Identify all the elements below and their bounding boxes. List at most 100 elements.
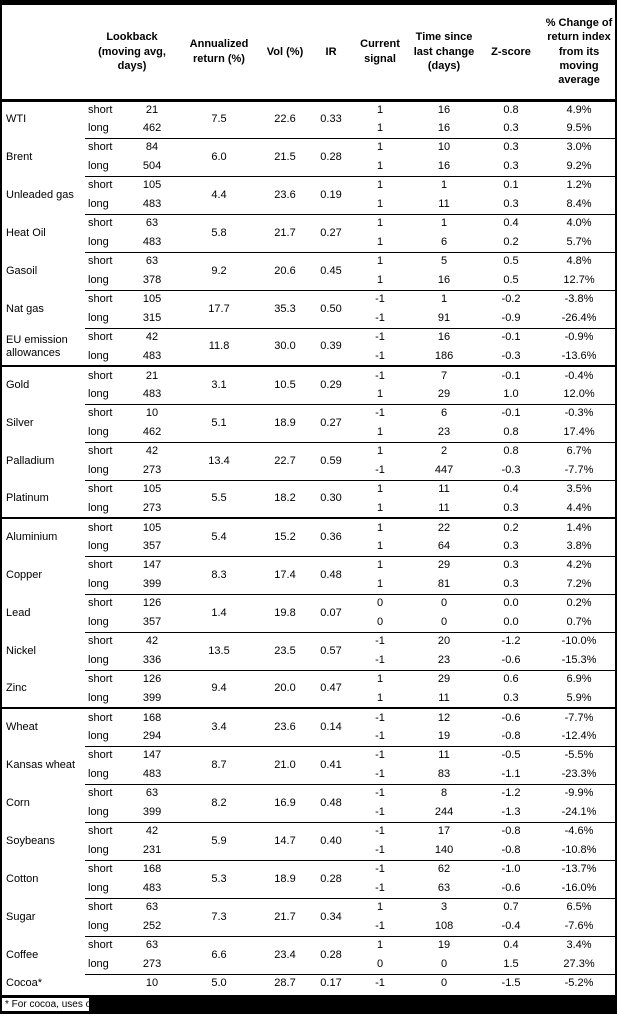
time-since-value: 140 xyxy=(434,843,454,856)
annualized-return-value: 7.3 xyxy=(179,897,260,936)
pct-change-value: -7.7% xyxy=(564,463,594,476)
time-since-value: 23 xyxy=(437,653,451,666)
table-row: long 231 -1 140 -0.8 -10.8% xyxy=(2,841,615,860)
annualized-return-value: 8.2 xyxy=(179,783,260,822)
time-since-value: 11 xyxy=(438,197,450,210)
current-signal-value: 1 xyxy=(376,235,384,248)
header-annualized-return: Annualized return (%) xyxy=(179,5,260,102)
lookback-value: 294 xyxy=(142,729,162,742)
commodity-name: Silver xyxy=(6,416,34,429)
lookback-value: 126 xyxy=(125,593,180,613)
commodity-name: Corn xyxy=(6,796,30,809)
commodity-name: Copper xyxy=(6,568,43,581)
vol-value: 21.5 xyxy=(259,137,312,176)
time-since-value: 186 xyxy=(434,349,454,362)
vol-value: 22.6 xyxy=(274,113,296,126)
table-row: Heat Oil short 63 5.8 21.7 0.27 1 1 0.4 4.0% xyxy=(2,213,615,252)
time-since-value: 20 xyxy=(409,631,480,651)
lookback-value: 315 xyxy=(142,311,162,324)
ir-value: 0.40 xyxy=(311,821,352,860)
z-score-value: -0.5 xyxy=(479,745,544,765)
time-since-value: 11 xyxy=(409,745,480,765)
pct-change-value: -4.6% xyxy=(543,821,615,841)
vol-value: 28.7 xyxy=(259,973,312,993)
lookback-value: 273 xyxy=(142,957,162,970)
pct-change-value: 3.8% xyxy=(566,539,592,552)
ir-value: 0.19 xyxy=(311,175,352,214)
current-signal-value: -1 xyxy=(351,859,410,879)
lookback-value: 504 xyxy=(142,159,162,172)
current-signal-value: -1 xyxy=(351,707,410,727)
time-since-value: 5 xyxy=(409,251,480,271)
pct-change-value: 6.9% xyxy=(543,669,615,689)
vol-value: 22.7 xyxy=(259,441,312,480)
time-since-value: 16 xyxy=(437,159,451,172)
ir-value: 0.28 xyxy=(311,935,352,974)
pct-change-value: -9.9% xyxy=(543,783,615,803)
pct-change-value: 5.7% xyxy=(566,235,592,248)
commodity-name: Platinum xyxy=(6,492,49,505)
pct-change-value: -0.4% xyxy=(543,365,615,385)
commodity-name: Brent xyxy=(6,150,33,163)
pct-change-value: 0.7% xyxy=(566,615,592,628)
time-since-value: 16 xyxy=(437,121,451,134)
header-vol: Vol (%) xyxy=(259,5,312,102)
horizon-label: long xyxy=(88,501,109,514)
table-row: Zinc short 126 9.4 20.0 0.47 1 29 0.6 6.9% xyxy=(2,669,615,708)
time-since-value: 16 xyxy=(437,273,451,286)
vol-value: 21.0 xyxy=(259,745,312,784)
pct-change-value: 17.4% xyxy=(563,425,595,438)
z-score-value: -0.9 xyxy=(501,311,521,324)
horizon-label: short xyxy=(85,479,125,499)
current-signal-value: -1 xyxy=(351,289,410,309)
lookback-value: 231 xyxy=(142,843,162,856)
lookback-value: 42 xyxy=(125,631,180,651)
pct-change-value: 6.5% xyxy=(543,897,615,917)
horizon-label: long xyxy=(88,881,109,894)
pct-change-value: 3.5% xyxy=(543,479,615,499)
time-since-value: 0 xyxy=(440,615,448,628)
pct-change-value: -16.0% xyxy=(561,881,597,894)
commodity-name: Nat gas xyxy=(6,302,44,315)
current-signal-value: 1 xyxy=(351,555,410,575)
table-row: Lead short 126 1.4 19.8 0.07 0 0 0.0 0.2% xyxy=(2,593,615,632)
table-row: long 399 -1 244 -1.3 -24.1% xyxy=(2,803,615,822)
ir-value: 0.14 xyxy=(311,707,352,746)
lookback-value: 105 xyxy=(125,479,180,499)
time-since-value: 29 xyxy=(409,555,480,575)
table-row: long 357 1 64 0.3 3.8% xyxy=(2,537,615,556)
commodity-name: Lead xyxy=(6,606,31,619)
ir-value: 0.36 xyxy=(311,517,352,556)
table-row: long 462 1 16 0.3 9.5% xyxy=(2,119,615,138)
current-signal-value: -1 xyxy=(375,881,385,894)
time-since-value: 91 xyxy=(437,311,451,324)
current-signal-value: -1 xyxy=(375,463,385,476)
lookback-value: 84 xyxy=(125,137,180,157)
table-row: long 252 -1 108 -0.4 -7.6% xyxy=(2,917,615,936)
table-row: Brent short 84 6.0 21.5 0.28 1 10 0.3 3.0% xyxy=(2,137,615,176)
table-body: WTI short 21 7.5 22.6 0.33 1 16 0.8 4.9% long 462 1 1… xyxy=(2,100,615,993)
table-row: long 273 1 11 0.3 4.4% xyxy=(2,499,615,518)
current-signal-value: 1 xyxy=(351,175,410,195)
commodity-name: Cotton xyxy=(6,872,39,885)
horizon-label: short xyxy=(85,137,125,157)
commodity-name: Kansas wheat xyxy=(6,758,76,771)
z-score-value: 0.3 xyxy=(503,501,519,514)
annualized-return-value: 3.1 xyxy=(179,365,260,404)
horizon-label: long xyxy=(88,767,109,780)
table-row: Corn short 63 8.2 16.9 0.48 -1 8 -1.2 -9.9% xyxy=(2,783,615,822)
annualized-return-value: 3.4 xyxy=(179,707,260,746)
time-since-value: 22 xyxy=(409,517,480,537)
annualized-return-value: 5.4 xyxy=(179,517,260,556)
z-score-value: 0.3 xyxy=(503,577,519,590)
current-signal-value: -1 xyxy=(351,783,410,803)
z-score-value: 1.0 xyxy=(503,387,519,400)
lookback-value: 378 xyxy=(142,273,162,286)
time-since-value: 2 xyxy=(409,441,480,461)
current-signal-value: 1 xyxy=(376,577,384,590)
table-row: Sugar short 63 7.3 21.7 0.34 1 3 0.7 6.5% xyxy=(2,897,615,936)
ir-value: 0.28 xyxy=(311,137,352,176)
pct-change-value: 1.4% xyxy=(543,517,615,537)
current-signal-value: -1 xyxy=(375,843,385,856)
current-signal-value: 1 xyxy=(351,213,410,233)
